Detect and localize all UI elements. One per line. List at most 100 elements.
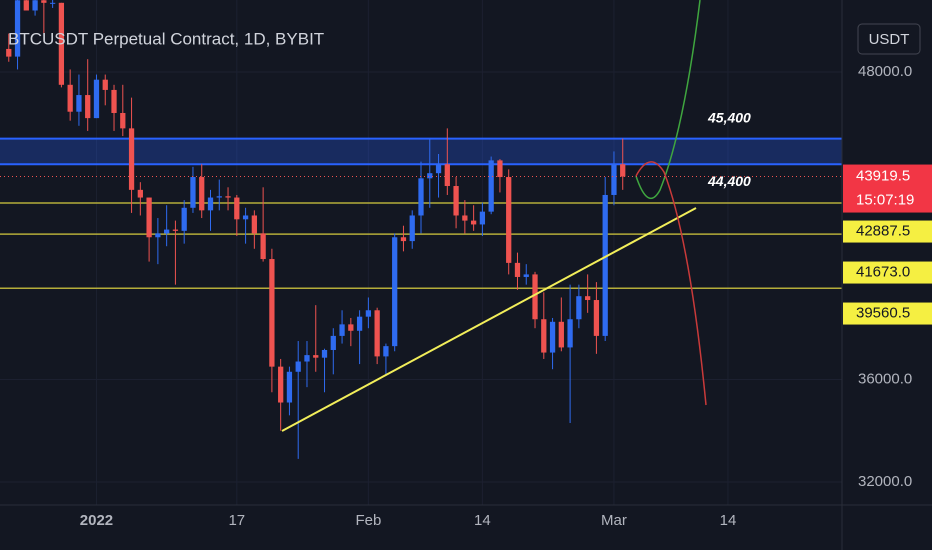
candle-body xyxy=(356,316,363,331)
candle-body xyxy=(32,0,38,11)
x-tick-label: Mar xyxy=(601,512,627,529)
x-tick-label: 17 xyxy=(228,512,245,529)
level-price-label: 41673.0 xyxy=(856,264,910,281)
candle-body xyxy=(295,361,301,372)
candle-body xyxy=(339,324,345,336)
candle-body xyxy=(128,128,135,190)
x-tick-label: 14 xyxy=(474,512,491,529)
resistance-zone xyxy=(0,138,842,165)
bull-projection xyxy=(635,0,701,200)
zone-bottom-label: 44,400 xyxy=(707,173,751,189)
candle-body xyxy=(207,197,214,211)
candle-body xyxy=(479,211,486,225)
y-tick-label: 36000.0 xyxy=(858,370,912,387)
candle-body xyxy=(558,321,564,348)
level-price-box xyxy=(843,220,932,243)
currency-button[interactable] xyxy=(857,23,921,55)
overlay: 45,400 44,400 xyxy=(0,109,842,189)
candle-body xyxy=(155,233,161,238)
candle-body xyxy=(409,215,415,242)
candle-body xyxy=(374,310,380,357)
candle-body xyxy=(111,89,117,113)
candle-body xyxy=(400,237,407,242)
candle-body xyxy=(172,229,179,231)
candle-body xyxy=(444,164,450,187)
candle-body xyxy=(576,296,582,320)
candle-body xyxy=(330,335,336,350)
candle-body xyxy=(321,349,328,358)
candle-body xyxy=(199,177,205,211)
candle-body xyxy=(234,197,240,220)
level-price-label: 42887.5 xyxy=(856,223,910,240)
x-tick-label: Feb xyxy=(355,512,381,529)
candle-body xyxy=(137,189,143,198)
candle-body xyxy=(313,355,319,358)
candle-body xyxy=(523,274,529,277)
candle-body xyxy=(216,196,222,198)
candle-body xyxy=(348,324,354,331)
candles xyxy=(6,0,626,459)
chart-title: BTCUSDT Perpetual Contract, 1D, BYBIT xyxy=(8,29,324,48)
candle-body xyxy=(418,178,424,216)
candle-body xyxy=(181,207,187,231)
bear-projection xyxy=(635,161,707,406)
candle-body xyxy=(6,48,12,57)
candle-body xyxy=(260,233,266,260)
candle-body xyxy=(225,196,231,198)
candle-body xyxy=(93,79,100,119)
candle-body xyxy=(286,371,293,403)
candle-body xyxy=(120,112,126,129)
candle-body xyxy=(102,79,108,90)
y-tick-label: 48000.0 xyxy=(858,63,912,80)
candle-body xyxy=(67,84,73,112)
candle-body xyxy=(49,2,56,4)
zone-top-label: 45,400 xyxy=(707,109,751,125)
candle-body xyxy=(41,0,47,3)
currency-label[interactable]: USDT xyxy=(869,31,910,48)
candle-body xyxy=(14,0,21,57)
candle-body xyxy=(76,95,82,112)
candle-body xyxy=(269,259,275,367)
axes: 48000.0 36000.0 32000.0 2022 17 Feb 14 Mar 14 439… xyxy=(80,63,932,529)
candle-body xyxy=(506,177,512,263)
x-tick-label: 14 xyxy=(720,512,737,529)
candle-body xyxy=(58,2,65,85)
candle-body xyxy=(470,220,477,225)
candle-body xyxy=(23,0,29,11)
level-price-label: 39560.5 xyxy=(856,305,910,322)
level-price-box xyxy=(843,261,932,284)
candle-body xyxy=(392,237,398,347)
candle-body xyxy=(611,164,617,195)
candle-body xyxy=(427,173,433,179)
candle-body xyxy=(567,319,573,348)
y-tick-label: 32000.0 xyxy=(858,473,912,490)
candle-body xyxy=(602,194,608,336)
candle-body xyxy=(251,215,257,234)
candle-body xyxy=(146,197,152,238)
candle-body xyxy=(435,164,442,174)
candle-body xyxy=(462,215,468,221)
candle-body xyxy=(549,321,556,353)
candle-body xyxy=(383,346,389,357)
candle-body xyxy=(304,355,310,362)
last-price-label: 43919.5 xyxy=(856,168,910,185)
candle-body xyxy=(278,366,284,403)
level-price-box xyxy=(843,302,932,325)
candle-body xyxy=(620,164,626,177)
candle-body xyxy=(164,229,170,234)
candle-body xyxy=(242,215,249,220)
candle-body xyxy=(541,319,547,353)
candle-body xyxy=(365,310,372,317)
candle-body xyxy=(497,160,503,178)
candle-body xyxy=(593,300,600,336)
candle-body xyxy=(585,296,591,301)
candle-body xyxy=(532,274,538,320)
candle-body xyxy=(190,177,196,208)
candle-body xyxy=(488,160,494,212)
x-tick-label: 2022 xyxy=(80,512,113,529)
trend-line xyxy=(281,207,697,432)
grid xyxy=(0,0,842,505)
